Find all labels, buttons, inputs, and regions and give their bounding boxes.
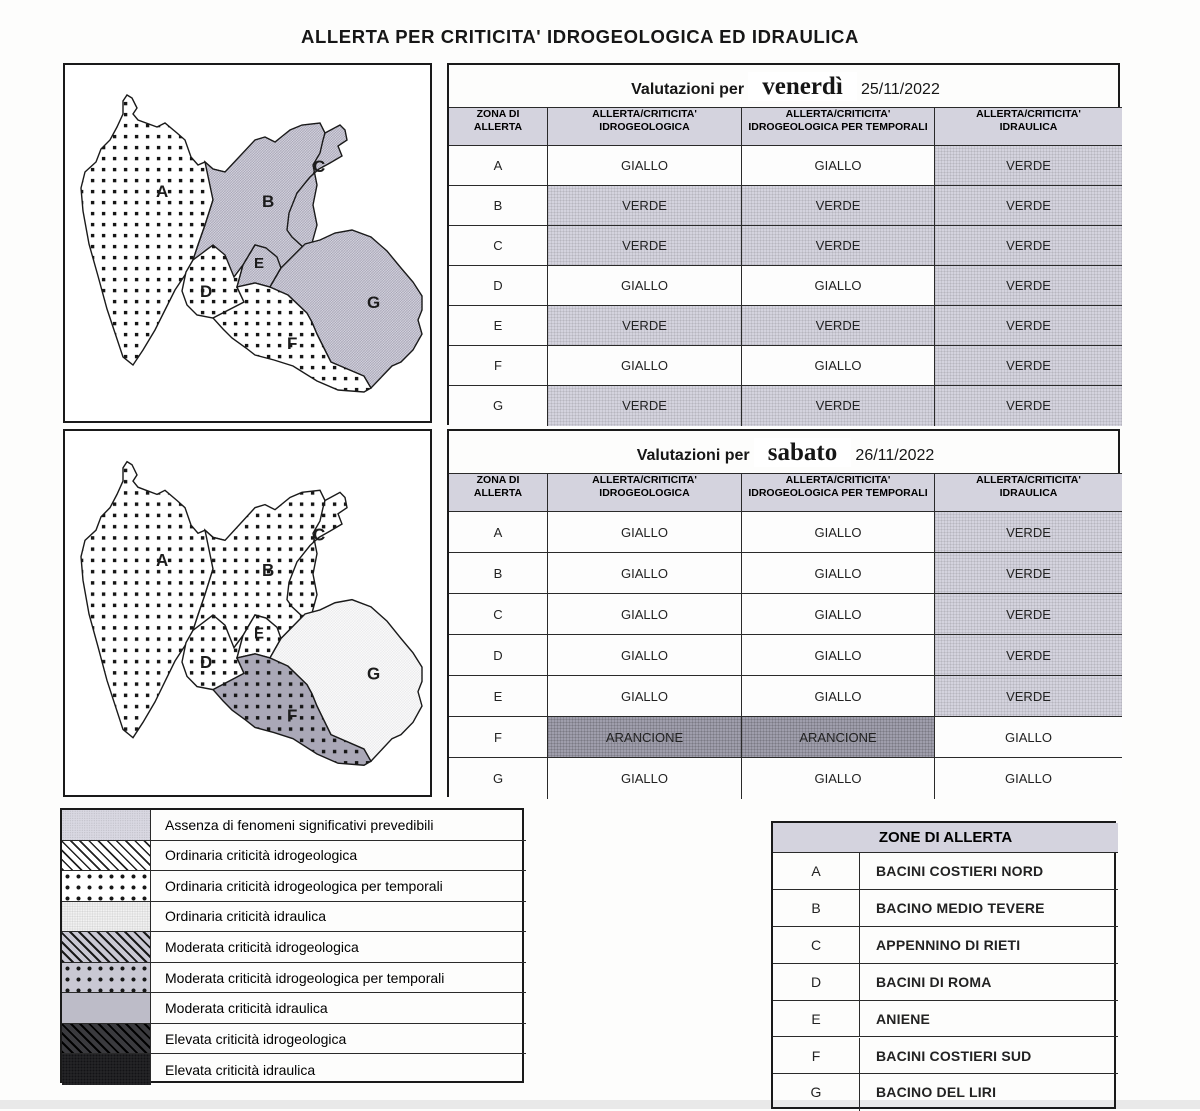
svg-text:G: G: [367, 663, 380, 683]
svg-text:A: A: [156, 182, 168, 201]
svg-text:B: B: [262, 192, 274, 211]
svg-text:C: C: [313, 524, 325, 544]
svg-text:C: C: [313, 157, 325, 176]
svg-text:F: F: [287, 334, 297, 353]
svg-text:G: G: [367, 293, 380, 312]
svg-text:B: B: [262, 560, 274, 580]
svg-text:E: E: [254, 625, 264, 642]
svg-text:F: F: [287, 705, 297, 725]
svg-text:D: D: [200, 282, 212, 301]
svg-text:E: E: [254, 255, 264, 272]
svg-text:D: D: [200, 652, 212, 672]
svg-text:A: A: [156, 550, 168, 570]
